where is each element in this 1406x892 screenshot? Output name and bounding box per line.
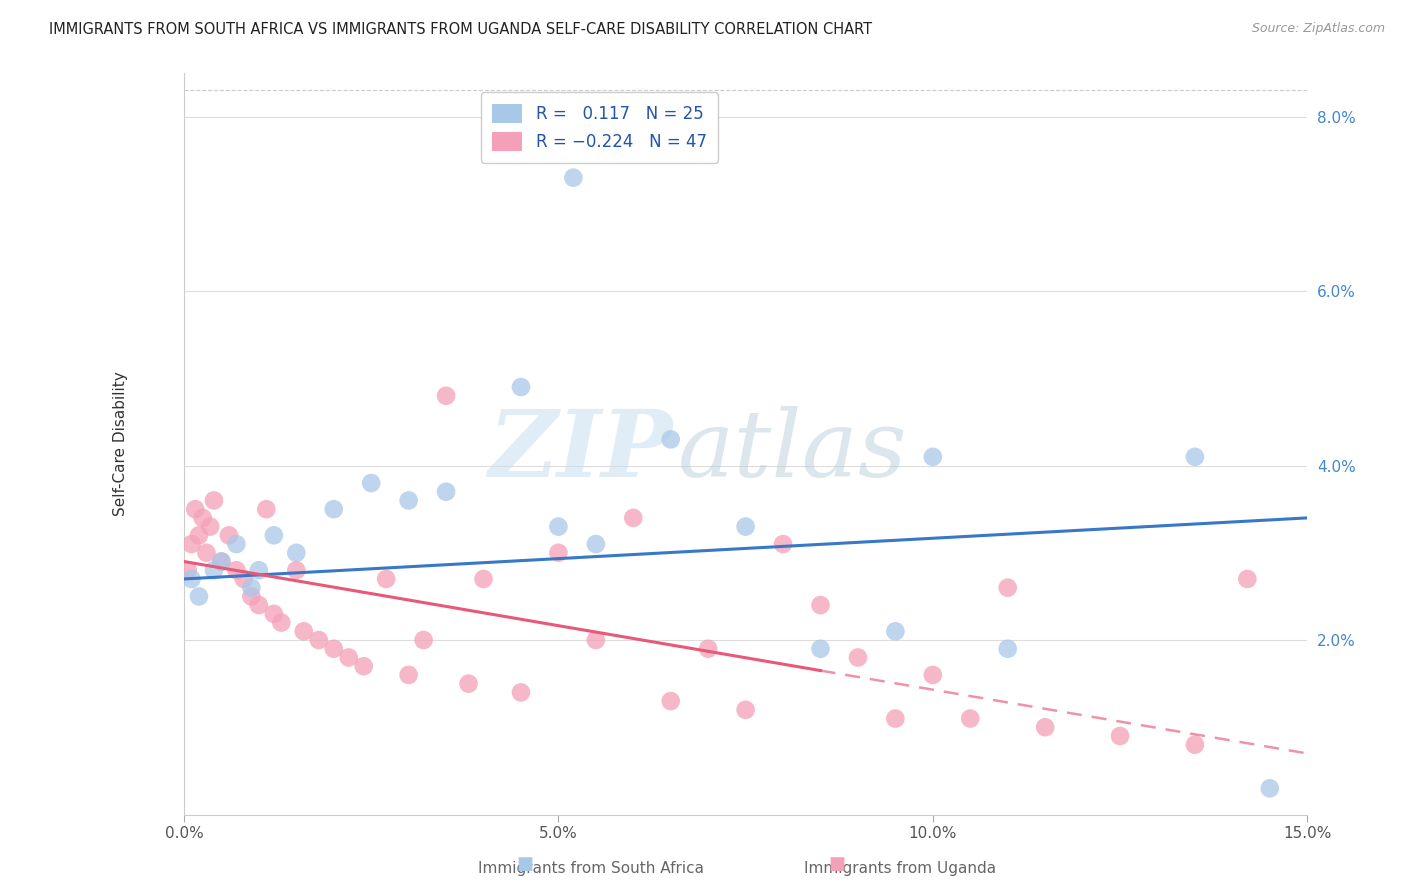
Point	[240, 581, 263, 595]
Text: ZIP: ZIP	[488, 406, 672, 496]
Point	[412, 633, 434, 648]
Point	[285, 546, 308, 560]
Point	[209, 555, 232, 569]
Point	[734, 703, 756, 717]
Text: Immigrants from Uganda: Immigrants from Uganda	[804, 861, 995, 876]
Legend: R =   0.117   N = 25, R = −0.224   N = 47: R = 0.117 N = 25, R = −0.224 N = 47	[481, 93, 718, 162]
Point	[308, 633, 330, 648]
Point	[1184, 738, 1206, 752]
Point	[285, 563, 308, 577]
Point	[191, 511, 214, 525]
Point	[562, 170, 585, 185]
Point	[195, 546, 218, 560]
Point	[232, 572, 254, 586]
Point	[810, 598, 832, 612]
Point	[353, 659, 375, 673]
Point	[547, 519, 569, 533]
Point	[997, 581, 1019, 595]
Point	[188, 528, 211, 542]
Point	[177, 563, 200, 577]
Point	[198, 519, 221, 533]
Point	[585, 537, 607, 551]
Text: atlas: atlas	[678, 406, 908, 496]
Point	[263, 607, 285, 621]
Point	[510, 380, 533, 394]
Point	[884, 712, 907, 726]
Point	[1184, 450, 1206, 464]
Point	[247, 598, 270, 612]
Point	[734, 519, 756, 533]
Text: Source: ZipAtlas.com: Source: ZipAtlas.com	[1251, 22, 1385, 36]
Point	[375, 572, 398, 586]
Point	[659, 694, 682, 708]
Point	[547, 546, 569, 560]
Point	[360, 475, 382, 490]
Point	[292, 624, 315, 639]
Point	[202, 493, 225, 508]
Point	[398, 493, 420, 508]
Point	[959, 712, 981, 726]
Point	[398, 668, 420, 682]
Text: ■: ■	[828, 855, 845, 873]
Point	[263, 528, 285, 542]
Point	[997, 641, 1019, 656]
Point	[225, 537, 247, 551]
Point	[322, 641, 344, 656]
Point	[322, 502, 344, 516]
Point	[921, 668, 943, 682]
Point	[188, 590, 211, 604]
Point	[659, 433, 682, 447]
Point	[434, 484, 457, 499]
Point	[846, 650, 869, 665]
Point	[457, 676, 479, 690]
Point	[772, 537, 794, 551]
Point	[184, 502, 207, 516]
Point	[434, 389, 457, 403]
Point	[810, 641, 832, 656]
Text: IMMIGRANTS FROM SOUTH AFRICA VS IMMIGRANTS FROM UGANDA SELF-CARE DISABILITY CORR: IMMIGRANTS FROM SOUTH AFRICA VS IMMIGRAN…	[49, 22, 872, 37]
Point	[1033, 720, 1056, 734]
Point	[1109, 729, 1132, 743]
Point	[180, 572, 202, 586]
Point	[218, 528, 240, 542]
Point	[884, 624, 907, 639]
Point	[254, 502, 277, 516]
Point	[1258, 781, 1281, 796]
Point	[180, 537, 202, 551]
Point	[270, 615, 292, 630]
Point	[202, 563, 225, 577]
Point	[921, 450, 943, 464]
Point	[697, 641, 720, 656]
Point	[510, 685, 533, 699]
Point	[247, 563, 270, 577]
Point	[585, 633, 607, 648]
Point	[240, 590, 263, 604]
Point	[621, 511, 644, 525]
Point	[337, 650, 360, 665]
Text: ■: ■	[516, 855, 533, 873]
Point	[1236, 572, 1258, 586]
Y-axis label: Self-Care Disability: Self-Care Disability	[114, 371, 128, 516]
Point	[209, 555, 232, 569]
Text: Immigrants from South Africa: Immigrants from South Africa	[478, 861, 703, 876]
Point	[225, 563, 247, 577]
Point	[472, 572, 495, 586]
